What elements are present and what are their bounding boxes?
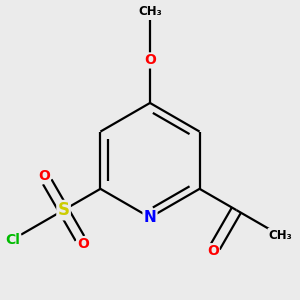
Text: S: S [58, 201, 70, 219]
Text: CH₃: CH₃ [138, 5, 162, 18]
Text: O: O [77, 237, 89, 251]
Text: Cl: Cl [5, 232, 20, 247]
Text: O: O [144, 53, 156, 68]
Text: O: O [207, 244, 219, 258]
Text: CH₃: CH₃ [268, 229, 292, 242]
Text: O: O [38, 169, 50, 183]
Text: N: N [144, 210, 156, 225]
